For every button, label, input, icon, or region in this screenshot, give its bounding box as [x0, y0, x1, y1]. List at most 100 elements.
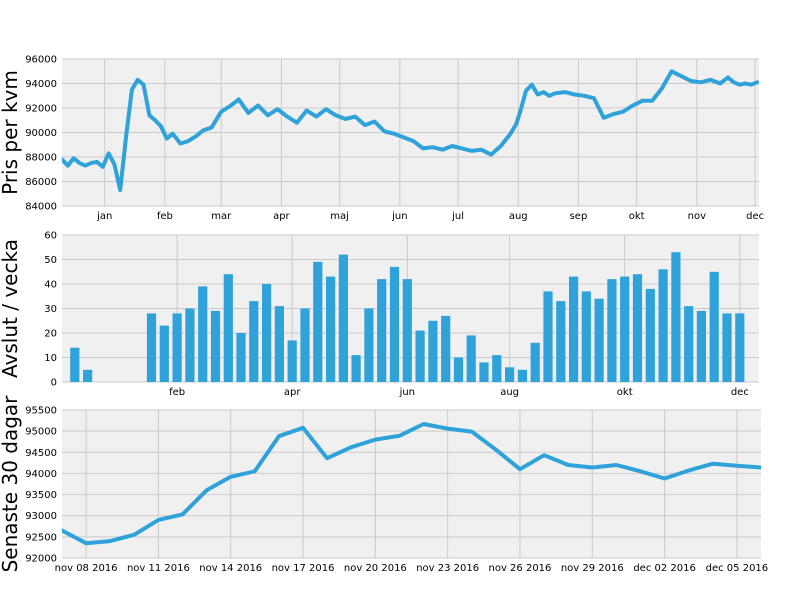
x-tick-label: jun — [399, 387, 415, 398]
x-tick-label: nov 17 2016 — [272, 563, 335, 574]
y-tick-label: 94000 — [25, 79, 57, 90]
y-tick-label: 88000 — [25, 153, 57, 164]
bar — [581, 291, 591, 382]
x-tick-label: nov 20 2016 — [344, 563, 407, 574]
bar — [505, 367, 515, 382]
bar — [492, 355, 502, 382]
y-axis-label: Avslut / vecka — [0, 239, 22, 378]
y-tick-label: 94000 — [25, 469, 57, 480]
x-tick-label: nov — [688, 211, 706, 222]
bar — [146, 313, 157, 382]
bar — [172, 313, 182, 382]
bar — [249, 301, 259, 382]
x-tick-label: nov 11 2016 — [127, 563, 190, 574]
y-tick-label: 60 — [44, 231, 57, 242]
bar — [709, 271, 719, 382]
x-tick-label: jan — [96, 211, 112, 222]
y-tick-label: 94500 — [25, 448, 57, 459]
bar — [402, 279, 412, 382]
x-tick-label: apr — [284, 387, 301, 398]
y-tick-label: 84000 — [25, 202, 57, 213]
bar — [313, 261, 323, 382]
bar — [556, 301, 566, 382]
x-tick-label: nov 29 2016 — [561, 563, 624, 574]
x-tick-label: aug — [509, 211, 528, 222]
bar — [83, 369, 93, 382]
bar — [428, 320, 438, 382]
bar — [569, 276, 579, 382]
x-tick-label: dec — [731, 387, 749, 398]
x-tick-label: dec 02 2016 — [633, 563, 696, 574]
y-axis-label: Pris per kvm — [0, 70, 22, 195]
bar — [364, 308, 374, 382]
bar — [198, 286, 208, 382]
bar — [658, 269, 668, 382]
y-tick-label: 92500 — [25, 532, 57, 543]
y-tick-label: 10 — [44, 353, 57, 364]
x-tick-label: jul — [451, 211, 464, 222]
bar — [210, 310, 221, 382]
price-per-sqm-chart: 84000 86000 88000 90000 92000 94000 96000 jan fe… — [0, 55, 764, 223]
x-tick-label: maj — [330, 211, 349, 222]
y-tick-label: 30 — [44, 304, 57, 315]
y-tick-label: 93500 — [25, 490, 57, 501]
y-tick-label: 93000 — [25, 511, 57, 522]
bar — [645, 288, 655, 382]
bar — [466, 335, 476, 382]
x-tick-label: nov 23 2016 — [416, 563, 479, 574]
y-tick-label: 50 — [44, 255, 57, 266]
y-tick-label: 92000 — [25, 104, 57, 115]
x-tick-label: okt — [617, 387, 633, 398]
y-tick-label: 86000 — [25, 177, 57, 188]
x-tick-label: nov 14 2016 — [199, 563, 262, 574]
bar — [735, 313, 745, 382]
last-30-days-chart: 92000 92500 93000 93500 94000 94500 95000 95500… — [0, 395, 768, 574]
y-tick-label: 95500 — [25, 406, 57, 417]
bar — [287, 340, 297, 382]
bar — [607, 279, 617, 382]
bar — [453, 357, 464, 382]
bar — [696, 310, 706, 382]
bar — [620, 276, 630, 382]
bar — [632, 274, 643, 382]
x-tick-label: dec — [746, 211, 764, 222]
bar — [236, 333, 246, 382]
y-tick-label: 92000 — [25, 554, 57, 565]
bar — [389, 266, 400, 382]
x-tick-label: nov 26 2016 — [489, 563, 552, 574]
bar — [594, 298, 604, 382]
bar — [326, 276, 336, 382]
bar — [722, 313, 732, 382]
x-tick-label: aug — [500, 387, 519, 398]
x-tick-label: apr — [273, 211, 290, 222]
y-tick-label: 40 — [44, 280, 57, 291]
bar — [338, 254, 348, 382]
series-line — [62, 69, 759, 193]
bar — [479, 362, 489, 382]
bar — [70, 347, 80, 382]
x-tick-label: feb — [169, 387, 185, 398]
bar — [543, 291, 553, 382]
bar — [351, 355, 361, 382]
bar — [274, 306, 284, 382]
bar — [517, 369, 527, 382]
series-line — [62, 422, 761, 546]
x-tick-label: sep — [570, 211, 588, 222]
bar — [441, 315, 451, 382]
y-tick-label: 95000 — [25, 427, 57, 438]
bar — [415, 330, 425, 382]
bar — [223, 274, 233, 382]
y-tick-label: 96000 — [25, 55, 57, 66]
y-axis-label: Senaste 30 dagar — [0, 395, 22, 573]
bar — [262, 284, 272, 382]
y-tick-label: 90000 — [25, 128, 57, 139]
bar — [300, 308, 310, 382]
bar — [671, 252, 681, 382]
plot-area — [62, 410, 761, 558]
x-tick-label: nov 08 2016 — [55, 563, 118, 574]
x-tick-label: dec 05 2016 — [706, 563, 769, 574]
x-tick-label: mar — [211, 211, 232, 222]
bar — [684, 306, 694, 382]
bar — [185, 308, 195, 382]
